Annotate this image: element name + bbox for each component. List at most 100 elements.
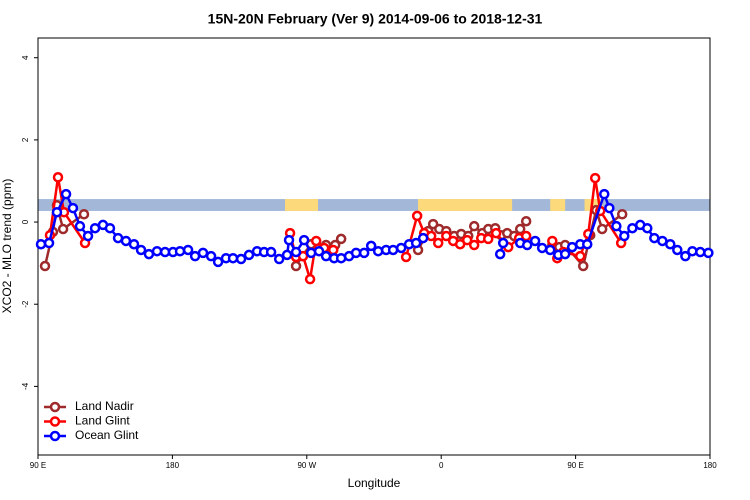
data-point — [547, 235, 558, 247]
data-point — [320, 250, 332, 262]
data-point — [60, 188, 72, 200]
data-point — [283, 234, 295, 246]
legend-label: Land Nadir — [75, 399, 134, 413]
land-patch — [284, 199, 318, 211]
data-point — [425, 230, 437, 242]
data-point — [128, 238, 140, 250]
data-point — [51, 206, 63, 218]
data-point — [74, 220, 86, 232]
data-point — [619, 230, 630, 242]
data-point — [298, 234, 310, 246]
data-point — [521, 239, 533, 251]
x-axis-label: Longitude — [348, 476, 401, 490]
data-point — [43, 237, 55, 249]
x-tick-label: 180 — [166, 461, 180, 470]
data-point — [174, 245, 186, 257]
data-point — [387, 244, 399, 256]
data-point — [417, 232, 429, 244]
y-tick-label: 4 — [21, 55, 30, 60]
data-point — [82, 230, 94, 242]
data-point — [536, 242, 548, 254]
data-point — [566, 241, 578, 253]
data-point — [313, 245, 325, 257]
y-tick-label: -4 — [21, 382, 30, 390]
data-point — [520, 230, 532, 242]
x-tick-label: 90 E — [30, 461, 46, 470]
data-point — [649, 232, 660, 244]
land-patch — [584, 199, 603, 211]
legend-label: Land Glint — [75, 414, 130, 428]
data-point — [78, 208, 90, 220]
data-point — [265, 246, 277, 258]
x-tick-label: 90 E — [567, 461, 583, 470]
data-point — [672, 244, 683, 256]
data-point — [520, 215, 532, 227]
data-point — [197, 247, 209, 259]
data-point — [616, 208, 628, 220]
legend-label: Ocean Glint — [75, 428, 139, 442]
data-point — [372, 245, 384, 257]
data-point — [273, 253, 285, 265]
y-tick-label: 2 — [21, 137, 30, 142]
data-point — [529, 235, 541, 247]
data-point — [468, 239, 480, 251]
y-axis-label: XCO2 - MLO trend (ppm) — [0, 179, 14, 314]
y-tick-label: 0 — [21, 219, 30, 224]
data-point — [441, 230, 452, 242]
data-point — [304, 273, 316, 285]
land-patch — [418, 199, 513, 211]
data-point — [205, 250, 217, 262]
data-point — [411, 210, 423, 222]
data-point — [695, 246, 706, 258]
data-point — [151, 245, 163, 257]
series-line — [48, 177, 623, 280]
data-point — [227, 252, 239, 264]
data-point — [39, 260, 51, 272]
data-point — [235, 253, 247, 265]
data-point — [243, 249, 255, 261]
data-point — [581, 238, 593, 250]
data-point — [410, 237, 422, 249]
x-tick-label: 90 W — [297, 461, 316, 470]
data-point — [596, 223, 608, 235]
data-point — [290, 260, 302, 272]
y-tick-label: -2 — [21, 300, 30, 308]
data-point — [400, 251, 412, 263]
data-point — [544, 244, 556, 256]
data-point — [461, 234, 473, 246]
legend-marker — [49, 416, 61, 427]
data-point — [358, 247, 370, 259]
data-point — [482, 233, 494, 245]
data-point — [604, 202, 615, 214]
data-point — [574, 250, 586, 262]
data-point — [589, 172, 601, 184]
x-tick-label: 0 — [439, 461, 444, 470]
data-point — [35, 238, 47, 250]
data-point — [599, 188, 610, 200]
data-point — [52, 172, 64, 183]
mask-band — [38, 199, 710, 211]
data-point — [611, 220, 622, 232]
data-point — [335, 233, 347, 245]
data-point — [182, 244, 194, 256]
legend-marker — [49, 430, 61, 442]
data-point — [559, 248, 571, 260]
data-point — [514, 223, 526, 235]
data-point — [104, 222, 116, 234]
data-point — [67, 202, 79, 214]
data-point — [494, 248, 506, 260]
data-point — [680, 250, 691, 262]
data-point — [490, 227, 502, 239]
legend-marker — [49, 401, 61, 413]
data-point — [327, 244, 339, 256]
data-point — [365, 240, 377, 252]
data-point — [281, 249, 293, 261]
data-point — [395, 242, 407, 254]
data-point — [642, 222, 653, 234]
data-point — [577, 260, 589, 272]
x-tick-label: 180 — [703, 461, 717, 470]
data-point — [310, 235, 322, 247]
data-point — [665, 238, 676, 250]
land-patch — [550, 199, 566, 211]
